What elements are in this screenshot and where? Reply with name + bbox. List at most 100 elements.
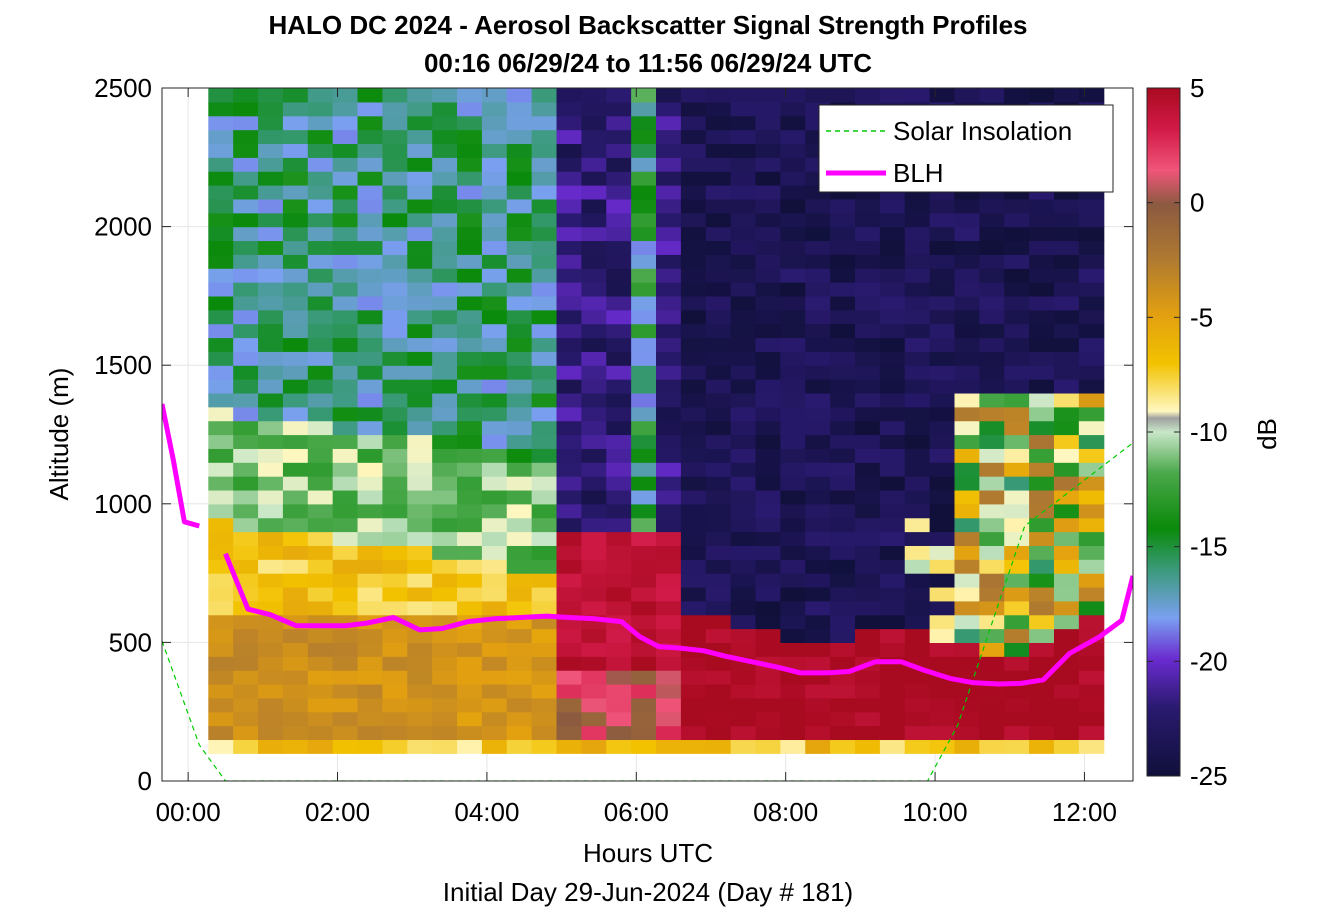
heatmap-cell <box>631 101 657 117</box>
heatmap-cell <box>481 337 508 352</box>
heatmap-cell <box>382 559 408 574</box>
heatmap-cell <box>332 115 359 131</box>
heatmap-cell <box>1053 462 1080 477</box>
heatmap-cell <box>307 434 334 449</box>
heatmap-cell <box>1029 226 1055 242</box>
heatmap-cell <box>307 143 334 158</box>
heatmap-cell <box>954 600 980 616</box>
heatmap-cell <box>258 448 284 463</box>
heatmap-cell <box>879 392 906 408</box>
heatmap-cell <box>307 462 334 477</box>
heatmap-cell <box>929 254 956 269</box>
heatmap-cell <box>382 171 408 186</box>
heatmap-cell <box>531 268 558 283</box>
heatmap-cell <box>705 323 732 339</box>
heatmap-cell <box>879 600 906 616</box>
heatmap-cell <box>307 240 334 255</box>
heatmap-cell <box>1029 656 1055 671</box>
heatmap-cell <box>929 476 956 491</box>
heatmap-cell <box>1029 406 1055 422</box>
heatmap-cell <box>780 379 806 394</box>
heatmap-cell <box>979 212 1005 228</box>
heatmap-cell <box>357 198 384 214</box>
heatmap-cell <box>780 503 806 519</box>
heatmap-cell <box>531 212 558 228</box>
heatmap-cell <box>481 559 508 574</box>
heatmap-cell <box>1004 614 1030 630</box>
heatmap-cell <box>506 656 533 671</box>
heatmap-cell <box>1078 614 1105 630</box>
heatmap-cell <box>1053 448 1080 463</box>
heatmap-cell <box>208 171 234 186</box>
heatmap-cell <box>282 711 309 727</box>
heatmap-cell <box>332 420 359 436</box>
heatmap-cell <box>755 185 781 200</box>
heatmap-cell <box>954 739 980 754</box>
heatmap-cell <box>830 254 856 269</box>
heatmap-cell <box>407 406 433 422</box>
heatmap-cell <box>631 351 657 366</box>
heatmap-cell <box>755 545 781 560</box>
heatmap-cell <box>233 476 259 491</box>
heatmap-cell <box>407 683 433 699</box>
heatmap-cell <box>656 295 682 311</box>
heatmap-cell <box>805 420 831 436</box>
heatmap-cell <box>904 462 931 477</box>
heatmap-cell <box>432 185 458 200</box>
heatmap-cell <box>332 739 359 754</box>
heatmap-cell <box>755 489 781 505</box>
heatmap-cell <box>233 365 259 380</box>
heatmap-cell <box>954 268 980 283</box>
heatmap-cell <box>1004 476 1030 491</box>
heatmap-cell <box>1078 323 1105 339</box>
heatmap-cell <box>208 573 234 588</box>
heatmap-cell <box>830 337 856 352</box>
heatmap-cell <box>606 503 632 519</box>
heatmap-cell <box>332 226 359 242</box>
heatmap-cell <box>606 697 632 713</box>
heatmap-cell <box>1078 448 1105 463</box>
heatmap-cell <box>755 171 781 186</box>
heatmap-cell <box>730 115 757 131</box>
heatmap-cell <box>208 531 234 546</box>
heatmap-cell <box>606 185 632 200</box>
heatmap-cell <box>805 254 831 269</box>
heatmap-cell <box>730 434 757 449</box>
heatmap-cell <box>357 420 384 436</box>
heatmap-cell <box>830 434 856 449</box>
heatmap-cell <box>208 517 234 533</box>
heatmap-cell <box>879 573 906 588</box>
heatmap-cell <box>258 642 284 657</box>
heatmap-cell <box>1004 573 1030 588</box>
heatmap-cell <box>680 212 707 228</box>
heatmap-cell <box>233 448 259 463</box>
heatmap-cell <box>680 586 707 602</box>
heatmap-cell <box>730 143 757 158</box>
heatmap-cell <box>780 683 806 699</box>
heatmap-cell <box>556 711 582 727</box>
heatmap-cell <box>1029 683 1055 699</box>
heatmap-cell <box>432 143 458 158</box>
heatmap-cell <box>307 254 334 269</box>
heatmap-cell <box>531 683 558 699</box>
heatmap-cell <box>258 240 284 255</box>
heatmap-cell <box>481 531 508 546</box>
heatmap-cell <box>656 739 682 754</box>
heatmap-cell <box>506 462 533 477</box>
heatmap-cell <box>481 392 508 408</box>
heatmap-cell <box>457 254 483 269</box>
heatmap-cell <box>606 226 632 242</box>
heatmap-cell <box>1053 683 1080 699</box>
heatmap-cell <box>407 212 433 228</box>
heatmap-cell <box>1078 198 1105 214</box>
heatmap-cell <box>1029 600 1055 616</box>
heatmap-cell <box>556 351 582 366</box>
heatmap-cell <box>730 392 757 408</box>
heatmap-cell <box>332 628 359 643</box>
heatmap-cell <box>755 739 781 754</box>
heatmap-cell <box>705 683 732 699</box>
heatmap-cell <box>233 559 259 574</box>
heatmap-cell <box>879 295 906 311</box>
heatmap-cell <box>581 392 607 408</box>
heatmap-cell <box>730 282 757 297</box>
